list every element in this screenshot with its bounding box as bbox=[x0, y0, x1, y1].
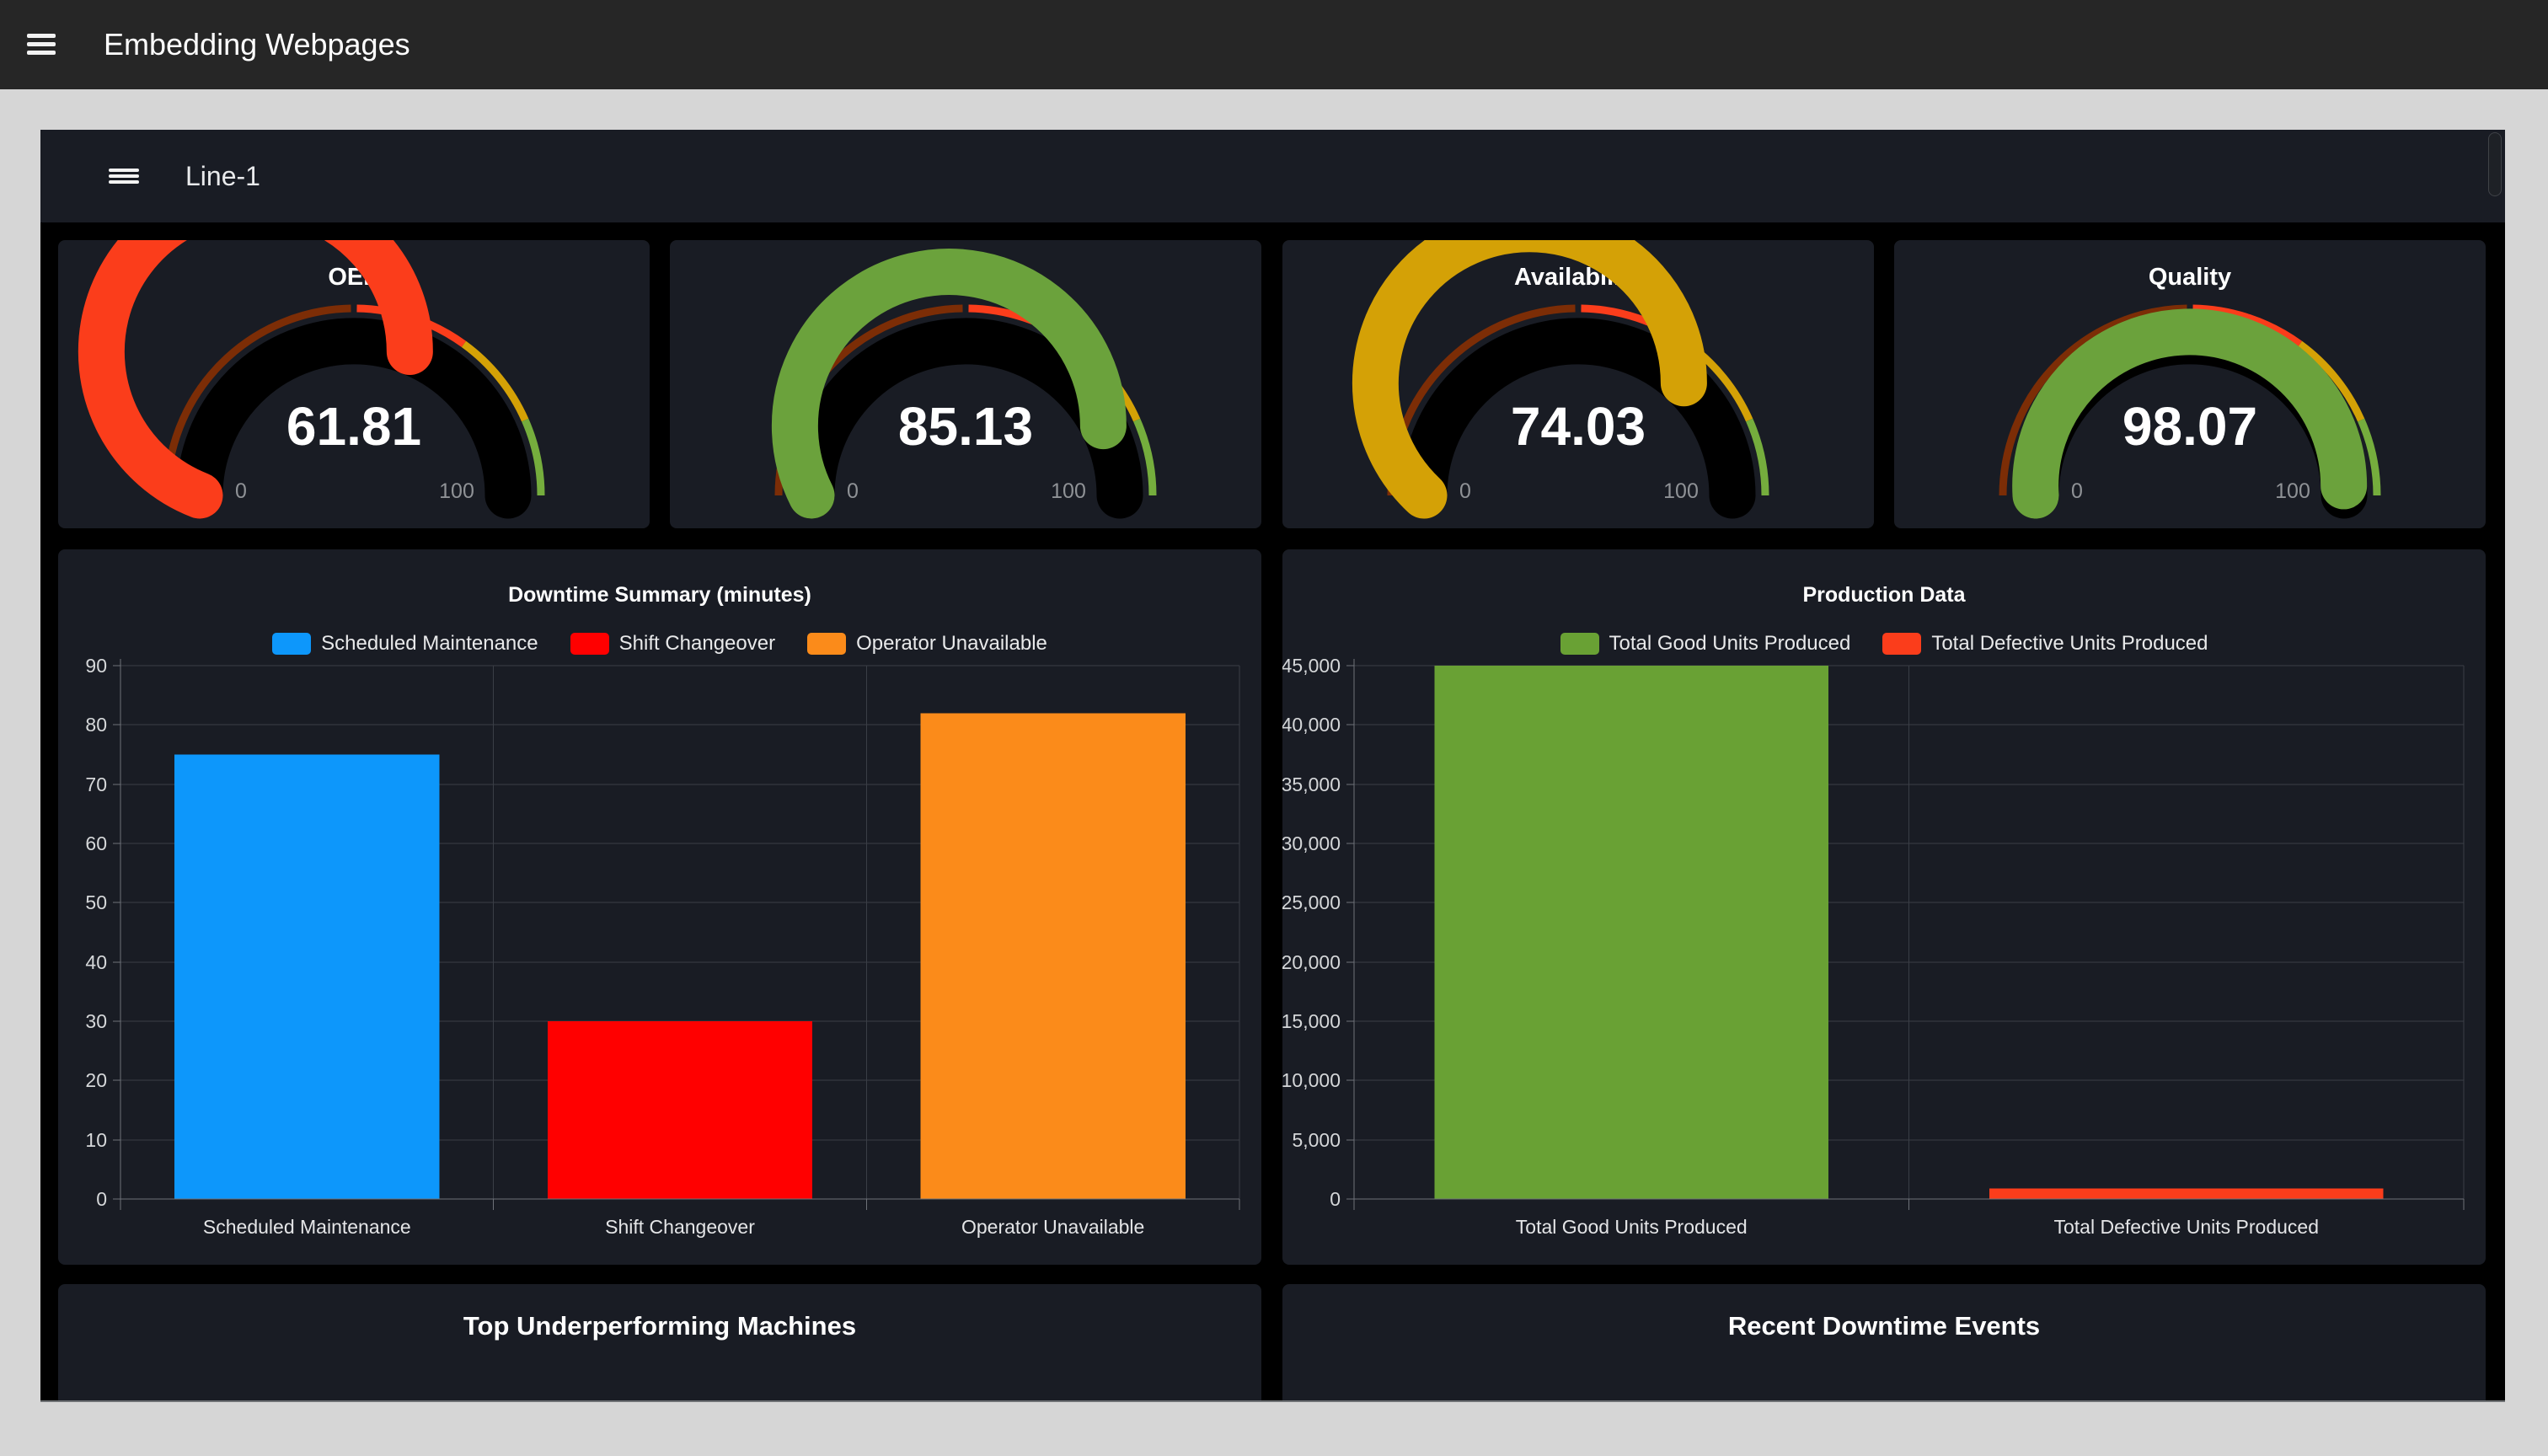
y-tick-label: 40,000 bbox=[1282, 714, 1341, 736]
scrollbar-thumb[interactable] bbox=[2488, 132, 2502, 196]
legend-item[interactable]: Shift Changeover bbox=[570, 632, 775, 656]
legend-item[interactable]: Total Good Units Produced bbox=[1560, 632, 1851, 656]
chart-canvas: 0 10 20 30 40 50 60 70 80 90 Scheduled Maintenance… bbox=[85, 655, 1240, 1238]
x-category-label: Operator Unavailable bbox=[961, 1216, 1144, 1238]
panel-quality: Quality 98.07 0 100 bbox=[1894, 240, 2486, 528]
x-category-label: Shift Changeover bbox=[605, 1216, 755, 1238]
app-title: Embedding Webpages bbox=[104, 27, 410, 62]
y-tick-label: 40 bbox=[85, 951, 107, 973]
chart-legend: Scheduled Maintenance Shift Changeover Ope… bbox=[58, 629, 1261, 658]
y-tick-label: 10,000 bbox=[1282, 1069, 1341, 1091]
legend-label: Total Good Units Produced bbox=[1609, 632, 1851, 655]
x-category-label: Total Defective Units Produced bbox=[2054, 1216, 2320, 1238]
y-tick-label: 45,000 bbox=[1282, 655, 1341, 677]
gauge-max-label: 100 bbox=[439, 479, 474, 503]
gauge-max-label: 100 bbox=[1663, 479, 1699, 503]
y-tick-label: 60 bbox=[85, 832, 107, 854]
chart-title: Production Data bbox=[1802, 583, 1966, 607]
legend-label: Scheduled Maintenance bbox=[321, 632, 538, 655]
bar-operator-unavailable[interactable] bbox=[920, 713, 1186, 1199]
gauge-max-label: 100 bbox=[2275, 479, 2310, 503]
gauge-oee: 61.81 0 100 bbox=[58, 240, 650, 528]
gauge-min-label: 0 bbox=[2071, 479, 2083, 503]
y-tick-label: 30,000 bbox=[1282, 832, 1341, 854]
legend-label: Operator Unavailable bbox=[856, 632, 1047, 655]
bar-scheduled-maintenance[interactable] bbox=[174, 754, 440, 1200]
dashboard-scrollbar[interactable] bbox=[2486, 130, 2505, 1400]
legend-label: Shift Changeover bbox=[618, 632, 776, 655]
legend-label: Total Defective Units Produced bbox=[1931, 632, 2208, 655]
dashboard-header: Line-1 bbox=[40, 130, 2505, 222]
panel-downtime-summary: Downtime Summary (minutes) Scheduled Mai… bbox=[58, 549, 1261, 1265]
panel-top-underperforming-machines: Top Underperforming Machines bbox=[58, 1284, 1261, 1400]
gauge-value: 61.81 bbox=[286, 396, 422, 457]
legend-swatch bbox=[272, 633, 312, 655]
gauge-min-label: 0 bbox=[235, 479, 247, 503]
gauge-performance: 85.13 0 100 bbox=[670, 240, 1261, 528]
gauge-arc bbox=[78, 240, 545, 519]
y-tick-label: 20 bbox=[85, 1069, 107, 1091]
y-tick-label: 5,000 bbox=[1292, 1129, 1341, 1151]
app-menu-icon[interactable] bbox=[27, 34, 56, 56]
bar-total-defective-units-produced[interactable] bbox=[1989, 1188, 2384, 1199]
legend-item[interactable]: Total Defective Units Produced bbox=[1882, 632, 2208, 656]
bar-total-good-units-produced[interactable] bbox=[1434, 666, 1829, 1199]
chart-legend: Total Good Units Produced Total Defective… bbox=[1282, 629, 2486, 658]
y-tick-label: 50 bbox=[85, 891, 107, 913]
panel-title: Recent Downtime Events bbox=[1727, 1311, 2041, 1341]
y-tick-label: 20,000 bbox=[1282, 951, 1341, 973]
panel-oee: OEE 61.81 0 100 bbox=[58, 240, 650, 528]
panel-performance: Performance 85.13 0 100 bbox=[670, 240, 1261, 528]
bar-shift-changeover[interactable] bbox=[547, 1021, 813, 1199]
y-tick-label: 15,000 bbox=[1282, 1010, 1341, 1032]
gauge-value: 85.13 bbox=[897, 396, 1034, 457]
legend-item[interactable]: Operator Unavailable bbox=[807, 632, 1047, 656]
gauge-arc bbox=[1999, 304, 2381, 519]
y-tick-label: 35,000 bbox=[1282, 774, 1341, 795]
y-tick-label: 0 bbox=[1330, 1188, 1341, 1210]
y-tick-label: 70 bbox=[85, 774, 107, 795]
gauge-title: Quality bbox=[2148, 264, 2232, 291]
y-tick-label: 80 bbox=[85, 714, 107, 736]
legend-swatch bbox=[1882, 633, 1922, 655]
panel-recent-downtime-events: Recent Downtime Events bbox=[1282, 1284, 2486, 1400]
legend-swatch bbox=[1560, 633, 1599, 655]
gauge-max-label: 100 bbox=[1051, 479, 1086, 503]
legend-swatch bbox=[807, 633, 847, 655]
gauge-availability: 74.03 0 100 bbox=[1282, 240, 1874, 528]
chart-title: Downtime Summary (minutes) bbox=[508, 583, 811, 607]
chart-canvas: 0 5,000 10,000 15,000 20,000 25,000 30,000 35,0… bbox=[1282, 655, 2465, 1238]
gauge-arc bbox=[771, 249, 1157, 519]
gauge-min-label: 0 bbox=[1459, 479, 1471, 503]
x-category-label: Scheduled Maintenance bbox=[203, 1216, 411, 1238]
y-tick-label: 10 bbox=[85, 1129, 107, 1151]
legend-item[interactable]: Scheduled Maintenance bbox=[272, 632, 538, 656]
y-tick-label: 25,000 bbox=[1282, 891, 1341, 913]
gauge-value: 98.07 bbox=[2122, 396, 2258, 457]
gauge-arc bbox=[1352, 240, 1769, 519]
dashboard-menu-icon[interactable] bbox=[109, 169, 139, 185]
y-tick-label: 90 bbox=[85, 655, 107, 677]
x-category-label: Total Good Units Produced bbox=[1516, 1216, 1748, 1238]
app-top-bar: Embedding Webpages bbox=[0, 0, 2548, 89]
panel-title: Top Underperforming Machines bbox=[463, 1311, 857, 1341]
y-tick-label: 0 bbox=[96, 1188, 107, 1210]
gauge-value: 74.03 bbox=[1510, 396, 1646, 457]
dashboard-title: Line-1 bbox=[185, 161, 260, 191]
legend-swatch bbox=[570, 633, 609, 655]
gauge-quality: 98.07 0 100 bbox=[1894, 240, 2486, 528]
panel-availability: Availability 74.03 0 100 bbox=[1282, 240, 1874, 528]
y-tick-label: 30 bbox=[85, 1010, 107, 1032]
dashboard-frame: Line-1 OEE 61.81 0 100 Performance 85.13… bbox=[40, 130, 2505, 1402]
gauge-min-label: 0 bbox=[847, 479, 859, 503]
panel-production-data: Production Data Total Good Units Produce… bbox=[1282, 549, 2486, 1265]
